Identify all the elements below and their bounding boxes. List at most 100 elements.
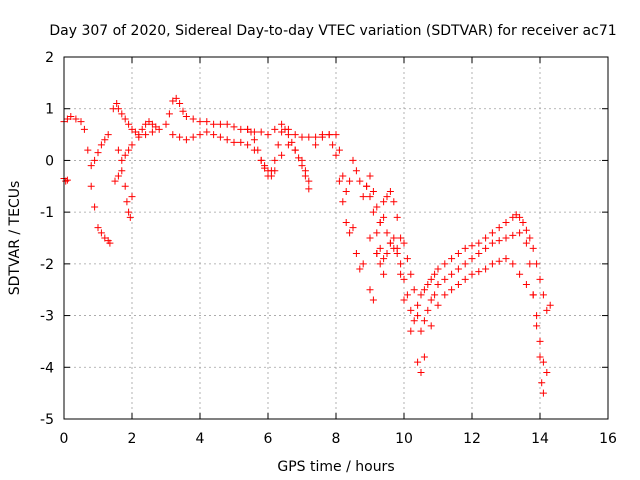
data-point-marker [250,136,258,144]
data-point-marker [339,198,347,206]
data-point-marker [410,317,418,325]
data-point-marker [257,156,265,164]
data-point-marker [427,296,435,304]
data-point-marker [128,193,136,201]
data-point-marker [434,265,442,273]
data-point-marker [101,136,109,144]
data-point-marker [121,151,129,159]
x-tick-label: 14 [531,431,549,447]
y-tick-label: 2 [45,50,54,66]
data-point-marker [298,162,306,170]
data-point-marker [346,177,354,185]
data-points [60,94,554,397]
data-point-marker [138,125,146,133]
data-point-marker [431,291,439,299]
data-point-marker [502,255,510,263]
data-point-marker [94,149,102,157]
y-tick-label: 0 [45,153,54,169]
x-tick-label: 2 [128,431,137,447]
x-tick-label: 4 [196,431,205,447]
data-point-marker [342,187,350,195]
data-point-marker [257,128,265,136]
data-point-marker [403,255,411,263]
data-point-marker [106,239,114,247]
data-point-marker [380,198,388,206]
data-point-marker [403,291,411,299]
data-point-marker [346,229,354,237]
data-point-marker [488,260,496,268]
data-point-marker [288,138,296,146]
data-point-marker [468,255,476,263]
data-point-marker [400,275,408,283]
data-point-marker [366,286,374,294]
data-point-marker [339,172,347,180]
data-point-marker [488,239,496,247]
data-point-marker [482,244,490,252]
data-point-marker [538,379,546,387]
data-point-marker [366,172,374,180]
data-point-marker [125,146,133,154]
data-point-marker [539,291,547,299]
data-point-marker [533,322,541,330]
data-point-marker [502,234,510,242]
data-point-marker [91,203,99,211]
data-point-marker [179,107,187,115]
data-point-marker [114,146,122,154]
data-point-marker [386,187,394,195]
data-point-marker [393,244,401,252]
data-point-marker [373,203,381,211]
data-point-marker [203,128,211,136]
data-point-marker [461,244,469,252]
data-point-marker [420,317,428,325]
data-point-marker [305,177,313,185]
data-point-marker [533,312,541,320]
data-point-marker [461,275,469,283]
data-point-marker [441,275,449,283]
data-point-marker [312,133,320,141]
data-point-marker [216,120,224,128]
data-point-marker [539,389,547,397]
data-point-marker [172,94,180,102]
data-point-marker [332,151,340,159]
data-point-marker [223,120,231,128]
data-point-marker [126,213,134,221]
data-point-marker [431,270,439,278]
data-point-marker [80,125,88,133]
data-point-marker [237,125,245,133]
data-point-marker [284,131,292,139]
x-tick-label: 12 [463,431,481,447]
data-point-marker [427,322,435,330]
data-point-marker [383,193,391,201]
data-point-marker [424,281,432,289]
data-point-marker [230,138,238,146]
data-point-marker [247,128,255,136]
data-point-marker [342,218,350,226]
data-point-marker [390,234,398,242]
data-point-marker [63,176,71,184]
data-point-marker [407,306,415,314]
data-point-marker [87,162,95,170]
data-point-marker [274,141,282,149]
data-point-marker [529,291,537,299]
data-point-marker [482,234,490,242]
data-point-marker [482,265,490,273]
data-point-marker [67,112,75,120]
data-point-marker [369,187,377,195]
data-point-marker [390,198,398,206]
data-point-marker [128,141,136,149]
data-point-marker [182,136,190,144]
data-point-marker [305,185,313,193]
data-point-marker [114,105,122,113]
data-point-marker [495,257,503,265]
data-point-marker [223,136,231,144]
data-point-marker [407,327,415,335]
data-point-marker [359,260,367,268]
data-point-marker [516,229,524,237]
data-point-marker [359,193,367,201]
data-point-marker [118,156,126,164]
data-point-marker [176,100,184,108]
data-point-marker [135,133,143,141]
data-point-marker [400,296,408,304]
data-point-marker [210,131,218,139]
